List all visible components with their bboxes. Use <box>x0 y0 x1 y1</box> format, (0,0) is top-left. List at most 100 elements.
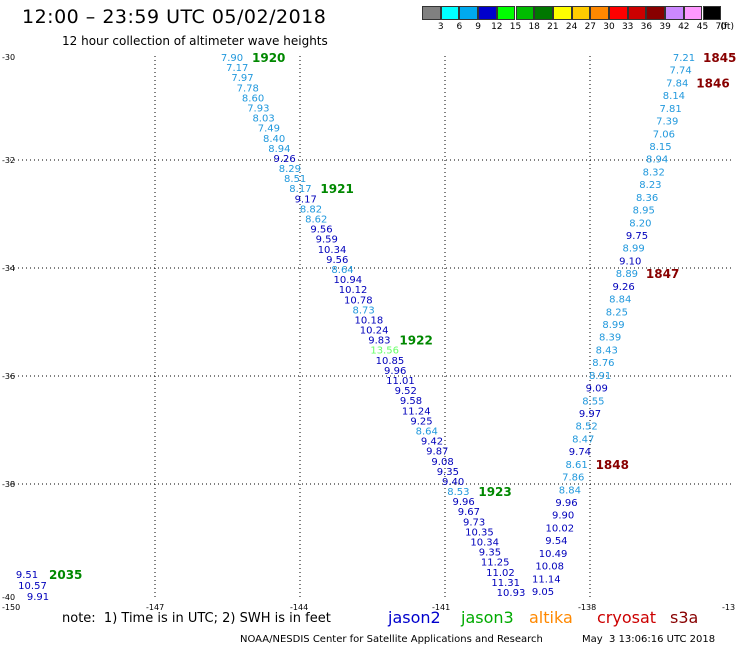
swh-value: 10.49 <box>539 549 568 560</box>
swh-value: 10.08 <box>535 562 564 573</box>
legend-swatch <box>571 6 591 20</box>
satellite-jason3: jason3 <box>461 608 514 627</box>
swh-value: 8.61 <box>565 460 587 471</box>
swh-value: 7.74 <box>670 66 692 77</box>
pass-time-label: 1922 <box>399 334 432 348</box>
swh-value: 7.49 <box>258 124 280 135</box>
legend-swatch <box>683 6 703 20</box>
swh-value: 10.57 <box>18 581 47 592</box>
swh-value: 8.99 <box>602 320 624 331</box>
swh-value: 10.94 <box>333 275 362 286</box>
swh-value: 9.83 <box>368 336 390 347</box>
lat-tick-label: -30 <box>2 53 15 62</box>
legend-swatch <box>609 6 628 20</box>
swh-value: 7.17 <box>226 63 248 74</box>
swh-value: 9.42 <box>421 437 443 448</box>
legend-swatch <box>422 6 441 20</box>
swh-value: 8.64 <box>331 265 353 276</box>
satellite-cryosat: cryosat <box>597 608 657 627</box>
swh-value: 8.76 <box>592 358 614 369</box>
swh-value: 8.23 <box>639 180 661 191</box>
swh-value: 8.62 <box>305 215 327 226</box>
swh-value: 9.96 <box>555 498 577 509</box>
swh-value: 13.56 <box>370 346 399 357</box>
map-subtitle: 12 hour collection of altimeter wave hei… <box>62 34 328 48</box>
swh-value: 8.53 <box>447 487 469 498</box>
swh-value: 9.58 <box>400 396 422 407</box>
legend-swatch <box>459 6 479 20</box>
legend-swatch <box>440 6 460 20</box>
lon-tick-label: -147 <box>146 603 164 612</box>
swh-value: 8.64 <box>416 426 438 437</box>
legend-label: 12 <box>491 22 503 32</box>
lon-tick-label: -141 <box>432 603 450 612</box>
legend-label: 18 <box>528 22 540 32</box>
swh-value: 9.96 <box>452 497 474 508</box>
swh-value: 10.85 <box>376 356 405 367</box>
lon-tick-label: -144 <box>290 603 308 612</box>
swh-value: 7.84 <box>666 78 688 89</box>
swh-value: 8.20 <box>629 218 651 229</box>
legend-unit: (ft) <box>720 22 734 32</box>
swh-value: 9.40 <box>442 477 464 488</box>
swh-value: 7.39 <box>656 117 678 128</box>
swh-value: 10.24 <box>360 326 389 337</box>
swh-value: 9.08 <box>431 457 453 468</box>
swh-value: 9.73 <box>463 517 485 528</box>
swh-value: 11.14 <box>532 574 561 585</box>
pass-time-label: 1847 <box>646 267 679 281</box>
swh-value: 10.34 <box>318 245 347 256</box>
pass-time-label: 1845 <box>703 51 736 65</box>
legend-label: 30 <box>603 22 615 32</box>
swh-value: 10.35 <box>465 527 494 538</box>
swh-value: 7.86 <box>562 473 584 484</box>
swh-value: 9.59 <box>316 235 338 246</box>
swh-value: 9.97 <box>579 409 601 420</box>
swh-value: 9.54 <box>545 536 567 547</box>
legend-swatch <box>552 6 572 20</box>
lon-tick-label: -138 <box>578 603 596 612</box>
swh-value: 9.75 <box>626 231 648 242</box>
pass-time-label: 1846 <box>696 76 729 90</box>
legend-swatch <box>590 6 609 20</box>
legend-label: 45 <box>696 22 709 32</box>
pass-time-label: 1920 <box>252 51 285 65</box>
swh-value: 7.97 <box>231 73 253 84</box>
swh-value: 8.94 <box>268 144 290 155</box>
legend-label: 3 <box>437 22 444 32</box>
swh-value: 8.60 <box>242 93 264 104</box>
swh-value: 8.36 <box>636 193 658 204</box>
legend-label: 24 <box>565 22 578 32</box>
swh-value: 10.78 <box>344 295 373 306</box>
swh-value: 9.05 <box>532 587 554 598</box>
lat-tick-label: -36 <box>2 372 15 381</box>
lat-tick-label: -40 <box>2 593 15 602</box>
legend-label: 9 <box>475 22 481 32</box>
swh-value: 10.02 <box>545 523 574 534</box>
lon-tick-label: -13 <box>722 603 735 612</box>
swh-value: 8.25 <box>606 307 628 318</box>
swh-value: 9.74 <box>569 447 591 458</box>
swh-value: 8.47 <box>572 434 594 445</box>
swh-value: 11.25 <box>481 558 510 569</box>
lat-tick-label: -38 <box>2 480 15 489</box>
pass-time-label: 2035 <box>49 568 82 582</box>
swh-value: 10.18 <box>355 315 384 326</box>
legend-swatch <box>478 6 497 20</box>
legend-swatch <box>515 6 535 20</box>
swh-value: 11.01 <box>386 376 415 387</box>
swh-value: 8.84 <box>609 295 631 306</box>
swh-value: 8.94 <box>646 155 668 166</box>
swh-value: 8.40 <box>263 134 285 145</box>
swh-value: 9.67 <box>458 507 480 518</box>
satellite-jason2: jason2 <box>388 608 441 627</box>
swh-value: 8.32 <box>643 167 665 178</box>
legend-swatch <box>496 6 516 20</box>
legend-swatch <box>534 6 553 20</box>
swh-value: 8.89 <box>616 269 638 280</box>
swh-value: 10.34 <box>470 538 499 549</box>
swh-value: 9.56 <box>326 255 348 266</box>
swh-value: 8.17 <box>289 184 311 195</box>
legend-label: 70 <box>715 22 727 32</box>
